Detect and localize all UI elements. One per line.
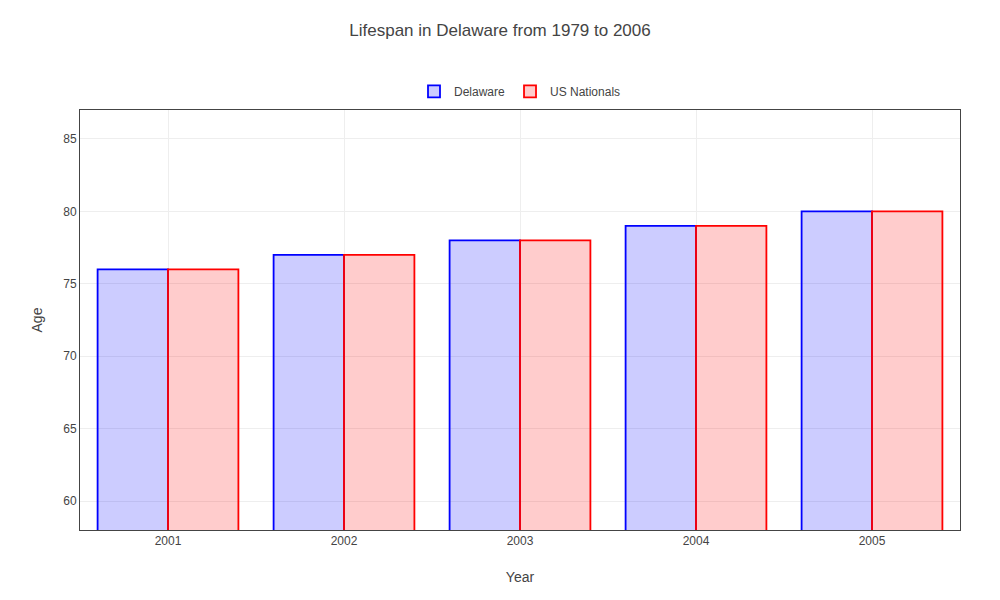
svg-text:80: 80 bbox=[63, 205, 77, 219]
svg-text:75: 75 bbox=[63, 277, 77, 291]
svg-text:2002: 2002 bbox=[331, 534, 358, 548]
svg-text:2005: 2005 bbox=[859, 534, 886, 548]
svg-text:65: 65 bbox=[63, 422, 77, 436]
svg-text:Delaware: Delaware bbox=[454, 85, 505, 99]
svg-text:85: 85 bbox=[63, 132, 77, 146]
svg-text:Age: Age bbox=[29, 307, 45, 332]
svg-text:Year: Year bbox=[506, 569, 535, 585]
svg-text:2003: 2003 bbox=[507, 534, 534, 548]
svg-text:US Nationals: US Nationals bbox=[550, 85, 620, 99]
svg-text:Lifespan in Delaware from 1979: Lifespan in Delaware from 1979 to 2006 bbox=[349, 21, 650, 40]
svg-text:60: 60 bbox=[63, 494, 77, 508]
svg-text:70: 70 bbox=[63, 349, 77, 363]
svg-text:2004: 2004 bbox=[683, 534, 710, 548]
svg-text:2001: 2001 bbox=[155, 534, 182, 548]
